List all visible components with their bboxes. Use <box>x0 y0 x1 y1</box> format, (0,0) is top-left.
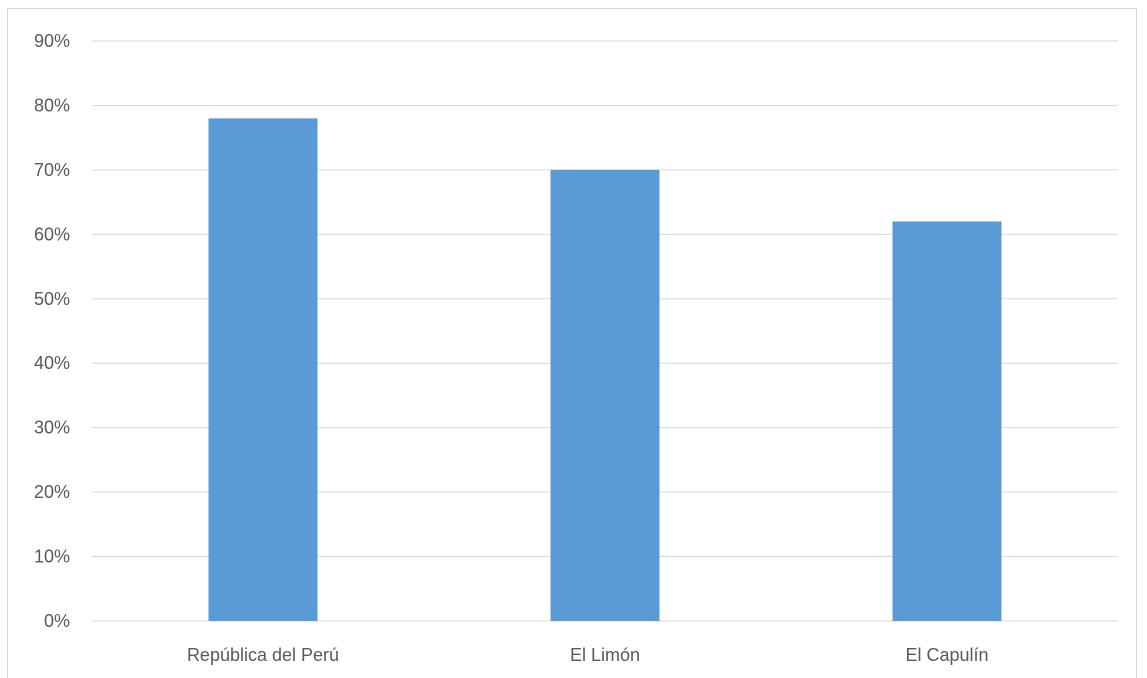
bar <box>550 169 660 621</box>
x-category-label: El Limón <box>570 645 640 665</box>
x-axis-category-labels: República del Perú El Limón El Capulín <box>187 645 989 665</box>
bar <box>208 118 318 621</box>
y-tick-label: 10% <box>34 547 70 567</box>
bar <box>892 221 1002 621</box>
y-tick-label: 50% <box>34 289 70 309</box>
y-tick-label: 40% <box>34 353 70 373</box>
y-tick-label: 80% <box>34 95 70 115</box>
y-tick-label: 0% <box>44 611 70 631</box>
y-tick-label: 60% <box>34 224 70 244</box>
y-tick-label: 20% <box>34 482 70 502</box>
y-tick-label: 70% <box>34 160 70 180</box>
y-axis-tick-labels: 0% 10% 20% 30% 40% 50% 60% 70% 80% 90% <box>34 31 70 631</box>
x-category-label: El Capulín <box>905 645 988 665</box>
x-category-label: República del Perú <box>187 645 339 665</box>
chart-frame <box>7 8 1137 678</box>
y-tick-label: 90% <box>34 31 70 51</box>
y-tick-label: 30% <box>34 418 70 438</box>
bars <box>208 118 1002 621</box>
